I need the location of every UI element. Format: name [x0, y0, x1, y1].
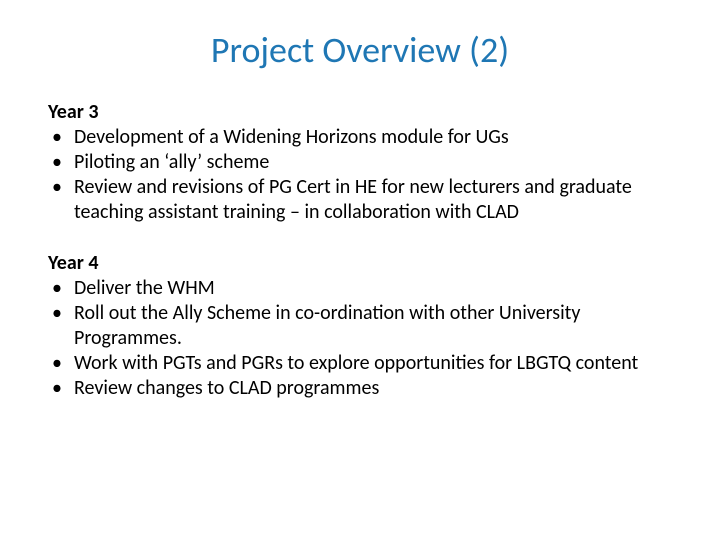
section-heading: Year 3 — [48, 100, 672, 125]
bullet-list: Development of a Widening Horizons modul… — [48, 125, 672, 225]
bullet-list: Deliver the WHM Roll out the Ally Scheme… — [48, 276, 672, 401]
list-item: Development of a Widening Horizons modul… — [48, 125, 672, 150]
slide-title: Project Overview (2) — [48, 24, 672, 72]
list-item: Work with PGTs and PGRs to explore oppor… — [48, 351, 672, 376]
section-heading: Year 4 — [48, 251, 672, 276]
section-year-4: Year 4 Deliver the WHM Roll out the Ally… — [48, 251, 672, 401]
list-item: Review changes to CLAD programmes — [48, 376, 672, 401]
list-item: Deliver the WHM — [48, 276, 672, 301]
slide: Project Overview (2) Year 3 Development … — [0, 0, 720, 540]
list-item: Review and revisions of PG Cert in HE fo… — [48, 175, 672, 225]
list-item: Roll out the Ally Scheme in co-ordinatio… — [48, 301, 672, 351]
section-year-3: Year 3 Development of a Widening Horizon… — [48, 100, 672, 225]
list-item: Piloting an ‘ally’ scheme — [48, 150, 672, 175]
